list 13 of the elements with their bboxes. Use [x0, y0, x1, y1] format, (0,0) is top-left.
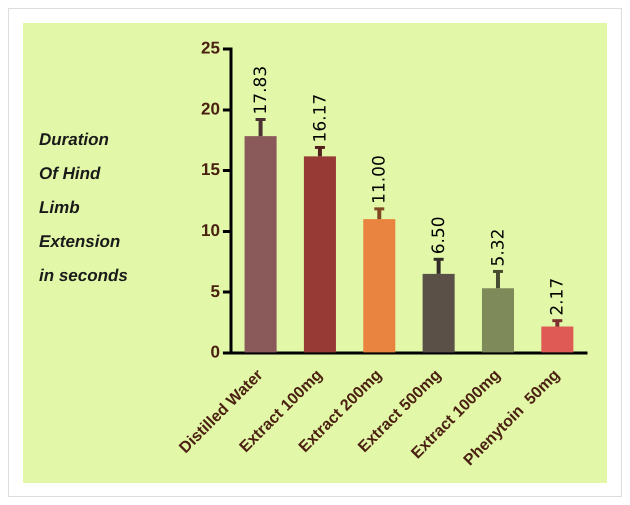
data-label: 5.32 [488, 228, 508, 266]
y-tick-label: 10 [200, 221, 220, 240]
data-label: 2.17 [548, 278, 568, 316]
y-tick-label: 5 [210, 282, 220, 301]
y-axis-title: Duration Of Hind Limb Extension in seconds [39, 129, 129, 287]
y-tick-label: 20 [200, 99, 220, 118]
y-tick-label: 15 [200, 160, 220, 180]
data-label: 16.17 [310, 94, 330, 142]
data-label: 6.50 [429, 216, 450, 254]
data-label: 11.00 [370, 155, 390, 204]
y-tick-label: 25 [200, 38, 220, 58]
data-label: 17.83 [251, 66, 272, 115]
y-tick-label: 0 [210, 342, 220, 362]
